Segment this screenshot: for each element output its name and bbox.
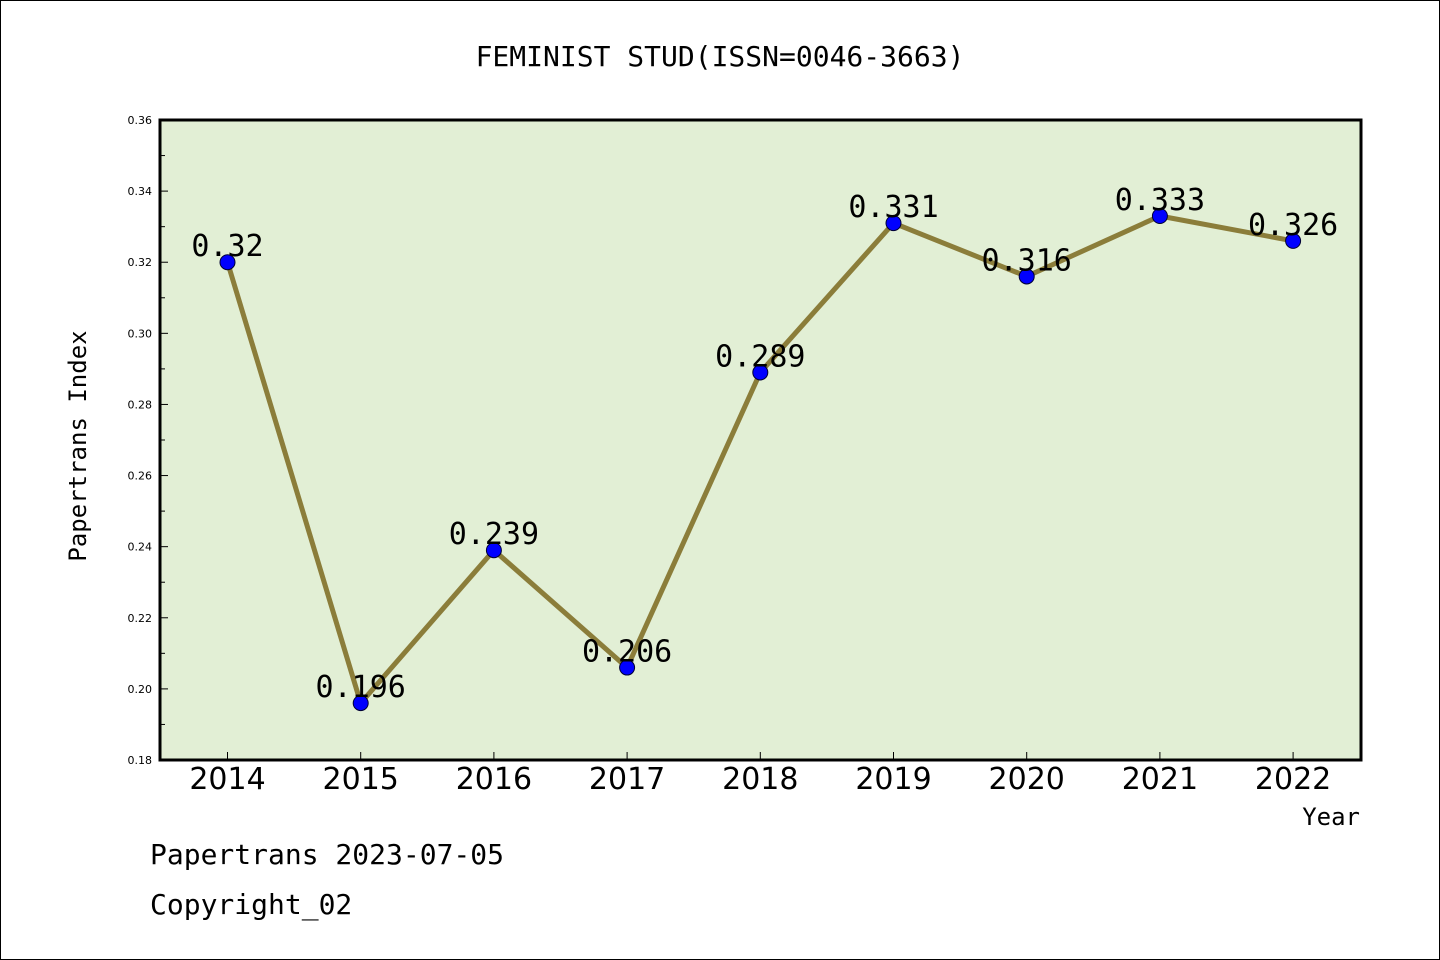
x-tick-label: 2017 — [589, 762, 665, 797]
x-tick-label: 2015 — [323, 762, 399, 797]
data-point — [485, 542, 502, 559]
data-point — [752, 364, 769, 381]
y-tick-label: 0.30 — [128, 327, 153, 340]
data-label: 0.32 — [191, 229, 263, 264]
data-point — [1018, 268, 1035, 285]
y-tick-label: 0.34 — [128, 185, 153, 198]
y-tick-label: 0.22 — [128, 612, 153, 625]
x-axis: 2014 2015 2016 2017 2018 2019 2020 2021 2022 — [189, 752, 1331, 797]
data-points — [219, 208, 1302, 712]
data-point — [619, 659, 636, 676]
plot-border — [158, 118, 1363, 762]
chart-title: FEMINIST STUD(ISSN=0046-3663) — [476, 40, 965, 73]
footer-copyright: Copyright_02 — [150, 888, 352, 922]
y-tick-label: 0.24 — [128, 541, 153, 554]
data-label: 0.333 — [1115, 183, 1205, 218]
y-tick-label: 0.32 — [128, 256, 153, 269]
x-tick-label: 2020 — [989, 762, 1065, 797]
x-tick-label: 2021 — [1122, 762, 1198, 797]
y-tick-label: 0.18 — [128, 754, 153, 767]
y-tick-label: 0.28 — [128, 398, 153, 411]
data-label: 0.326 — [1248, 208, 1338, 243]
data-label: 0.196 — [316, 670, 406, 705]
y-axis-label: Papertrans Index — [64, 330, 92, 561]
x-tick-label: 2014 — [189, 762, 265, 797]
y-tick-label: 0.36 — [128, 114, 153, 127]
data-point — [1285, 232, 1302, 249]
data-point — [352, 695, 369, 712]
data-point — [1151, 208, 1168, 224]
y-tick-label: 0.26 — [128, 470, 153, 483]
x-tick-label: 2016 — [456, 762, 532, 797]
data-label: 0.331 — [848, 190, 938, 225]
data-label: 0.239 — [449, 517, 539, 552]
x-axis-label: Year — [1302, 803, 1360, 831]
data-point — [219, 254, 236, 271]
data-labels: 0.32 0.196 0.239 0.206 0.289 0.331 0.316 0.333 0… — [191, 183, 1338, 705]
data-label: 0.206 — [582, 635, 672, 670]
data-point — [885, 215, 902, 232]
data-label: 0.289 — [715, 339, 805, 374]
y-axis: 0.18 0.20 0.22 0.24 0.26 0.28 0.30 0.32 0.34 0.36 — [128, 114, 168, 767]
y-tick-label: 0.20 — [128, 683, 153, 696]
x-tick-label: 2019 — [855, 762, 931, 797]
x-tick-label: 2018 — [722, 762, 798, 797]
footer-date: Papertrans 2023-07-05 — [150, 838, 504, 871]
x-tick-label: 2022 — [1255, 762, 1331, 797]
data-label: 0.316 — [982, 243, 1072, 278]
plot-area — [160, 120, 1361, 760]
